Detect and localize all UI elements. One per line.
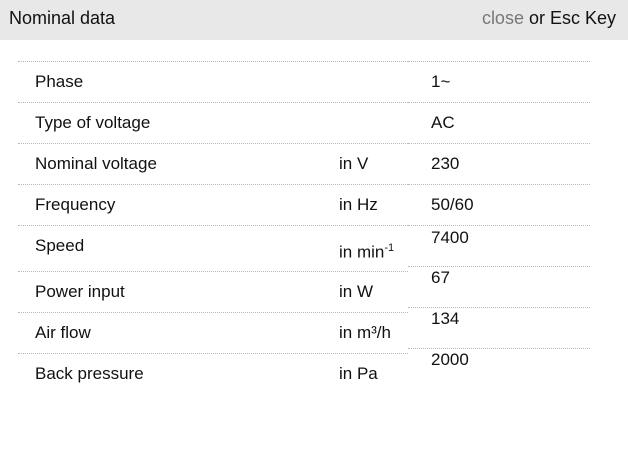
row-value: 134 <box>431 309 460 328</box>
row-value: 1~ <box>431 72 451 91</box>
row-label: Speed <box>35 236 85 255</box>
close-hint: close or Esc Key <box>482 8 616 29</box>
row-unit: in Hz <box>339 195 378 214</box>
table-row: Speed in min-1 <box>18 226 408 272</box>
table-row: Power input in W <box>18 272 408 313</box>
close-link[interactable]: close <box>481 8 524 28</box>
row-unit: in m³/h <box>339 323 391 342</box>
row-unit: in W <box>339 282 373 301</box>
unit-base: in min <box>339 242 385 262</box>
value-cell: AC <box>408 103 590 144</box>
row-label: Frequency <box>35 195 116 214</box>
value-cell: 67 <box>408 267 590 308</box>
close-hint-suffix: or Esc Key <box>523 8 616 28</box>
table-row: Back pressure in Pa <box>18 354 408 394</box>
row-value: 2000 <box>431 350 469 369</box>
row-label: Air flow <box>35 323 91 342</box>
value-cell: 230 <box>408 144 590 185</box>
table-row: Type of voltage <box>18 103 408 144</box>
row-value: 230 <box>431 154 460 173</box>
row-label: Back pressure <box>35 364 144 383</box>
row-label: Phase <box>35 72 84 91</box>
value-cell: 134 <box>408 308 590 349</box>
row-value: 50/60 <box>431 195 474 214</box>
row-unit: in Pa <box>339 364 378 383</box>
row-label: Nominal voltage <box>35 154 157 173</box>
row-label: Type of voltage <box>35 113 151 132</box>
dialog-header: Nominal data close or Esc Key <box>0 0 628 40</box>
row-value: 67 <box>431 268 450 287</box>
value-cell: 50/60 <box>408 185 590 226</box>
value-cell: 1~ <box>408 62 590 103</box>
table-row: Air flow in m³/h <box>18 313 408 354</box>
value-cell: 7400 <box>408 226 590 267</box>
values-column: 1~ AC 230 50/60 7400 67 134 2000 <box>408 61 590 389</box>
table-row: Frequency in Hz <box>18 185 408 226</box>
dialog-title: Nominal data <box>9 8 116 28</box>
row-value: 7400 <box>431 228 469 247</box>
row-unit: in V <box>339 154 369 173</box>
value-cell: 2000 <box>408 349 590 389</box>
row-unit: in min-1 <box>339 242 394 263</box>
table-row: Phase <box>18 62 408 103</box>
labels-column: Phase Type of voltage Nominal voltage in … <box>18 61 408 394</box>
row-label: Power input <box>35 282 125 301</box>
row-value: AC <box>431 113 455 132</box>
table-row: Nominal voltage in V <box>18 144 408 185</box>
unit-exponent: -1 <box>384 242 395 254</box>
